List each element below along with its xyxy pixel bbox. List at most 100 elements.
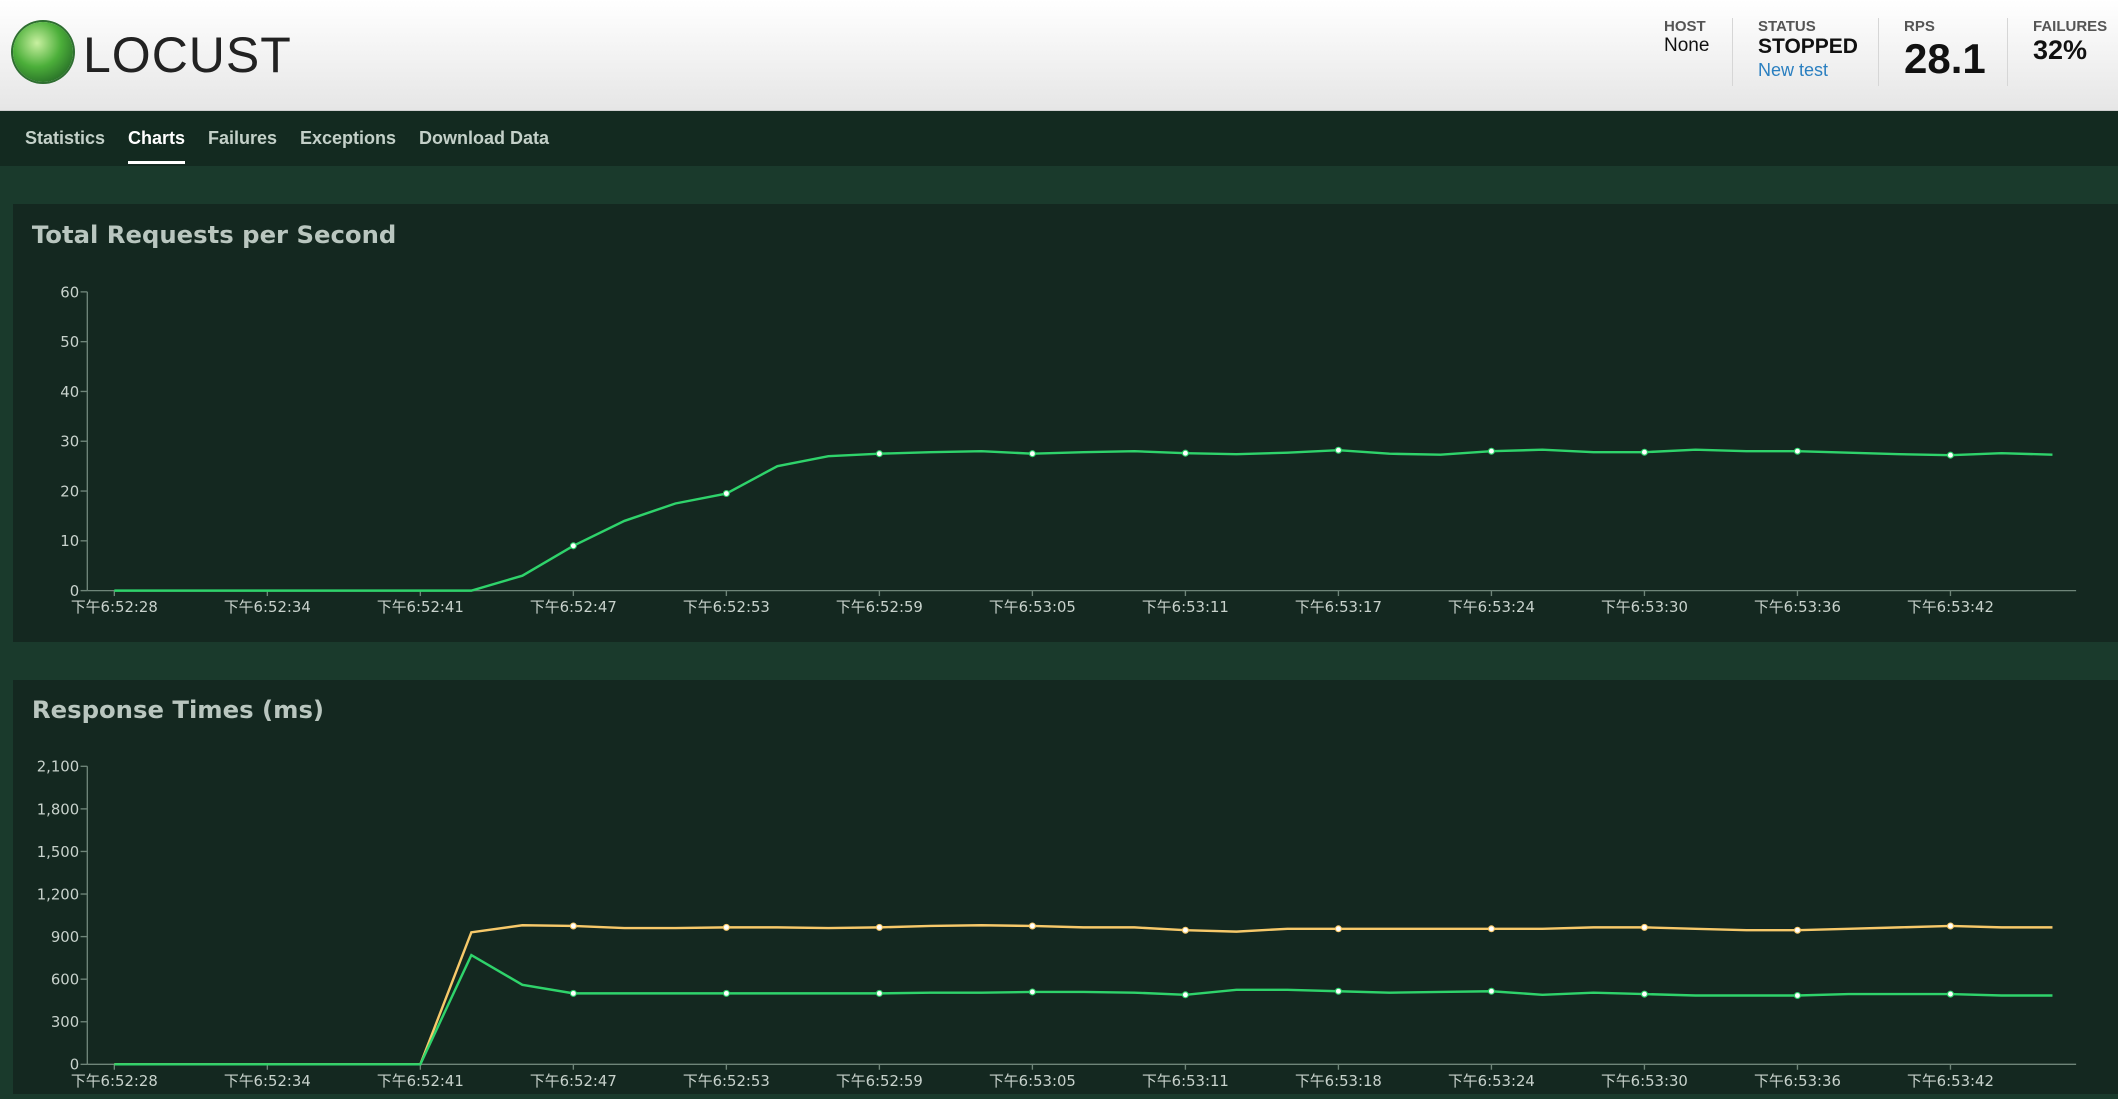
point [1946,990,1954,998]
chart: Total Requests per Second 0 10 20 30 40 50 60 下午… [32,220,2077,616]
y-tick-label: 50 [60,333,79,351]
point [1181,991,1189,999]
point [875,923,883,931]
separator [1732,18,1733,86]
point [1793,926,1801,934]
point [875,989,883,997]
y-tick-label: 20 [60,482,79,500]
separator [2007,18,2008,86]
stat-value: 32% [2033,35,2088,65]
point [1028,988,1036,996]
x-tick-label: 下午6:53:17 [1295,598,1382,616]
failures-stat: FAILURES 32% [2033,18,2107,66]
point [1028,450,1036,458]
point [1793,447,1801,455]
point [1181,926,1189,934]
x-tick-label: 下午6:53:36 [1754,598,1841,616]
tab-bar: Statistics Charts Failures Exceptions Downlo… [0,111,2118,166]
tab[interactable]: Failures [208,128,278,148]
y-tick-label: 2,100 [37,759,79,776]
point [1028,922,1036,930]
stat-value: None [1664,35,1710,56]
stat-value: STOPPED [1758,35,1858,58]
point [569,922,577,930]
point [1946,451,1954,459]
chart-panel: Total Requests per Second 0 10 20 30 40 50 60 下午… [13,204,2118,642]
chart-title: Response Times (ms) [32,695,324,724]
x-tick-label: 下午6:53:36 [1754,1073,1841,1090]
x-tick-label: 下午6:52:53 [683,1073,770,1090]
x-tick-label: 下午6:52:47 [530,598,617,616]
point [1640,448,1648,456]
x-tick-label: 下午6:53:24 [1448,1073,1535,1090]
status-stat: STATUS STOPPED New test [1758,18,1858,81]
logo-text: LOCUST [83,27,292,83]
point [875,450,883,458]
tab[interactable]: Statistics [25,128,106,148]
point [1181,449,1189,457]
x-tick-label: 下午6:52:34 [224,598,311,616]
x-tick-label: 下午6:52:41 [377,598,464,616]
series-line [114,924,2053,1066]
chart-title: Total Requests per Second [32,220,396,249]
tab[interactable]: Charts [128,128,186,164]
new-test-link[interactable]: New test [1758,60,1829,80]
x-tick-label: 下午6:53:30 [1601,1073,1688,1090]
y-tick-label: 1,500 [37,844,79,861]
point [1640,990,1648,998]
point [722,923,730,931]
point [1334,446,1342,454]
y-tick-label: 40 [60,383,79,401]
y-tick-label: 30 [60,433,79,451]
rps-stat: RPS 28.1 [1904,18,1986,83]
x-tick-label: 下午6:53:05 [989,1073,1076,1090]
x-tick-label: 下午6:53:42 [1907,598,1994,616]
x-tick-label: 下午6:53:11 [1142,1073,1229,1090]
point [1946,922,1954,930]
host-stat: HOST None [1664,18,1709,57]
x-tick-label: 下午6:52:28 [71,598,158,616]
y-tick-label: 1,800 [37,801,79,818]
point [1487,925,1495,933]
x-tick-label: 下午6:53:30 [1601,598,1688,616]
point [722,490,730,498]
x-tick-label: 下午6:52:59 [836,598,923,616]
point [1793,991,1801,1000]
x-tick-label: 下午6:52:47 [530,1073,617,1090]
y-tick-label: 60 [60,283,79,301]
x-tick-label: 下午6:53:11 [1142,598,1229,616]
x-tick-label: 下午6:53:24 [1448,598,1535,616]
stat-label: STATUS [1758,18,1816,35]
point [569,542,577,550]
y-tick-label: 600 [51,972,79,989]
x-tick-label: 下午6:52:34 [224,1073,311,1090]
series-line [114,953,2053,1066]
tab[interactable]: Exceptions [300,128,397,148]
y-tick-label: 0 [70,1057,79,1074]
stat-label: FAILURES [2033,18,2108,35]
x-tick-label: 下午6:53:05 [989,598,1076,616]
y-tick-label: 900 [51,929,79,946]
separator [1878,18,1879,86]
point [1334,925,1342,933]
point [1640,923,1648,931]
point [722,989,730,997]
tab[interactable]: Download Data [419,128,550,148]
stat-value: 28.1 [1904,35,1986,82]
chart: Response Times (ms) 0 300 600 900 1,200 1,500 1… [32,695,2077,1090]
stat-label: HOST [1664,18,1706,35]
y-tick-label: 1,200 [37,886,79,903]
x-tick-label: 下午6:52:41 [377,1073,464,1090]
series-line [114,448,2053,592]
y-tick-label: 10 [60,532,79,550]
point [1334,987,1342,995]
x-tick-label: 下午6:52:59 [836,1073,923,1090]
stat-label: RPS [1904,18,1935,35]
y-tick-label: 0 [70,582,79,600]
x-tick-label: 下午6:53:42 [1907,1073,1994,1090]
point [1487,447,1495,455]
point [569,989,577,997]
chart-panel: Response Times (ms) 0 300 600 900 1,200 1,500 1… [13,680,2118,1094]
y-tick-label: 300 [51,1014,79,1031]
